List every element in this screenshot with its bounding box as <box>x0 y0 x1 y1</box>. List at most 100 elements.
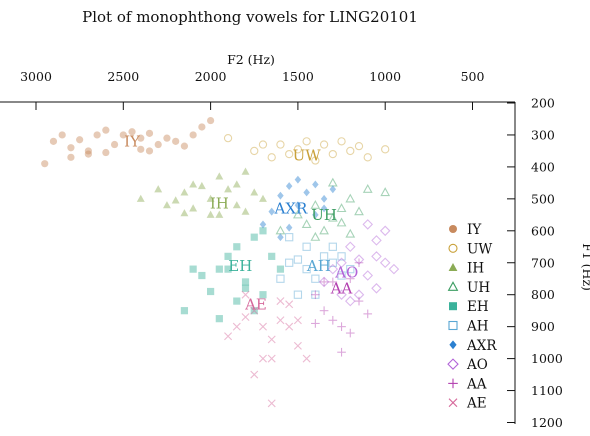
vowel-label-eh: EH <box>228 257 252 275</box>
data-point <box>84 147 92 155</box>
vowel-label-ah: AH <box>306 257 331 275</box>
series-axr-points <box>259 175 337 242</box>
data-point <box>318 276 330 288</box>
data-point <box>224 252 232 260</box>
data-point <box>328 277 338 287</box>
data-point <box>197 181 206 190</box>
data-point <box>327 212 338 222</box>
legend-marker <box>448 398 458 408</box>
data-point <box>337 322 346 331</box>
data-point <box>267 354 276 363</box>
data-point <box>189 131 197 139</box>
data-point <box>276 265 285 273</box>
data-point <box>293 341 302 350</box>
data-point <box>380 187 391 197</box>
legend-marker <box>447 281 459 291</box>
data-point <box>277 233 284 242</box>
vowel-label-uh: UH <box>311 206 337 224</box>
legend-label-ae: AE <box>466 396 487 412</box>
data-point <box>293 145 303 154</box>
series-aa-points <box>311 258 373 357</box>
data-point <box>311 290 320 299</box>
legend-label-axr: AXR <box>466 338 497 354</box>
data-point <box>172 137 180 145</box>
data-point <box>363 153 372 162</box>
data-point <box>198 271 206 280</box>
vowel-label-ih: IH <box>210 195 229 213</box>
data-points <box>41 116 400 408</box>
series-eh-points <box>180 227 285 323</box>
data-point <box>337 271 346 280</box>
data-point <box>311 290 320 300</box>
data-point <box>293 255 303 264</box>
data-point <box>379 225 391 237</box>
x-tick-label: 2500 <box>107 69 139 84</box>
data-point <box>267 335 276 344</box>
data-point <box>312 180 319 189</box>
data-point <box>241 284 250 292</box>
y-tick-label: 800 <box>531 287 555 302</box>
data-point <box>294 175 302 184</box>
data-point <box>233 243 241 251</box>
data-point <box>293 290 303 299</box>
data-point <box>232 201 241 209</box>
legend-label-uw: UW <box>467 241 492 257</box>
data-point <box>337 252 346 261</box>
series-ae-points <box>224 290 311 408</box>
series-ah-points <box>276 233 355 299</box>
data-point <box>319 306 329 315</box>
data-point <box>319 252 329 261</box>
data-point <box>371 283 382 294</box>
data-point <box>189 180 198 188</box>
data-point <box>206 210 215 218</box>
data-point <box>241 290 250 299</box>
data-point <box>328 149 337 159</box>
data-point <box>301 219 312 229</box>
data-point <box>250 233 258 241</box>
data-point <box>224 332 233 341</box>
data-point <box>285 322 294 331</box>
data-point <box>285 300 294 309</box>
data-point <box>241 278 250 286</box>
data-point <box>353 289 365 300</box>
data-point <box>267 399 276 408</box>
data-point <box>328 315 338 325</box>
y-tick-label: 900 <box>531 319 555 334</box>
data-point <box>154 140 162 149</box>
y-tick-label: 500 <box>531 191 555 206</box>
data-point <box>241 207 250 215</box>
data-point <box>189 265 197 273</box>
data-point <box>319 140 329 149</box>
data-point <box>337 347 346 357</box>
data-point <box>285 182 293 191</box>
data-point <box>285 223 293 232</box>
data-point <box>259 291 267 299</box>
y-tick-label: 600 <box>531 223 555 238</box>
x-tick-label: 1000 <box>369 69 401 84</box>
data-point <box>379 257 391 269</box>
data-point <box>354 206 364 216</box>
data-point <box>336 217 347 227</box>
data-point <box>302 242 311 251</box>
data-point <box>277 191 284 200</box>
data-point <box>345 295 356 307</box>
data-point <box>110 140 119 149</box>
data-point <box>362 270 374 281</box>
data-point <box>276 140 285 149</box>
data-point <box>232 180 241 188</box>
data-point <box>328 242 337 251</box>
vowel-label-aa: AA <box>330 279 353 297</box>
legend-marker <box>448 378 458 389</box>
data-point <box>137 134 145 142</box>
legend-label-ah: AH <box>466 319 489 335</box>
data-point <box>49 137 58 145</box>
data-point <box>154 185 163 193</box>
data-point <box>336 203 347 213</box>
data-point <box>93 131 101 139</box>
data-point <box>145 147 154 155</box>
y-tick-label: 1000 <box>531 351 563 366</box>
data-point <box>285 258 294 267</box>
data-point <box>293 316 302 325</box>
data-point <box>250 370 259 379</box>
data-point <box>354 258 364 268</box>
